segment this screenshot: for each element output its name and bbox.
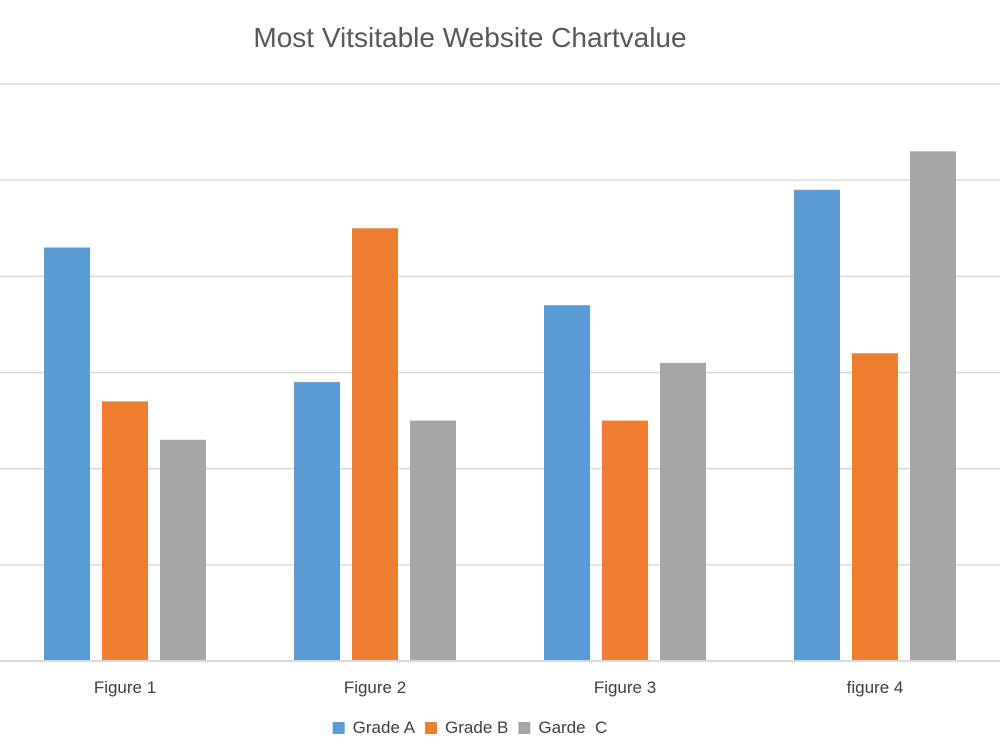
bar-grade-a-3 — [544, 305, 590, 661]
legend-label: Garde C — [538, 718, 607, 737]
bar-grade-a-4 — [794, 189, 840, 662]
bar-grade-b-4 — [852, 353, 898, 661]
bar-grade-b-3 — [602, 420, 648, 661]
legend-label: Grade B — [445, 718, 508, 737]
legend-swatch-garde-c — [518, 722, 531, 734]
gridlines — [0, 83, 1000, 566]
bar-grade-b-1 — [102, 401, 148, 661]
bar-garde-c-2 — [410, 420, 456, 661]
bar-garde-c-1 — [160, 439, 206, 661]
category-label: Figure 2 — [344, 678, 406, 697]
legend: Grade A Grade B Garde C — [332, 718, 607, 737]
legend-swatch-grade-b — [425, 722, 438, 734]
category-label: Figure 1 — [94, 678, 156, 697]
legend-swatch-grade-a — [332, 722, 345, 734]
bar-grade-b-2 — [352, 228, 398, 661]
bar-garde-c-3 — [660, 362, 706, 661]
bars — [44, 151, 956, 662]
bar-grade-a-2 — [294, 382, 340, 661]
bar-grade-a-1 — [44, 247, 90, 661]
chart-title: Most Vitsitable Website Chartvalue — [253, 22, 686, 53]
bar-garde-c-4 — [910, 151, 956, 662]
category-labels: Figure 1 Figure 2 Figure 3 figure 4 — [94, 678, 904, 697]
category-label: Figure 3 — [594, 678, 656, 697]
category-label: figure 4 — [847, 678, 904, 697]
legend-label: Grade A — [353, 718, 416, 737]
